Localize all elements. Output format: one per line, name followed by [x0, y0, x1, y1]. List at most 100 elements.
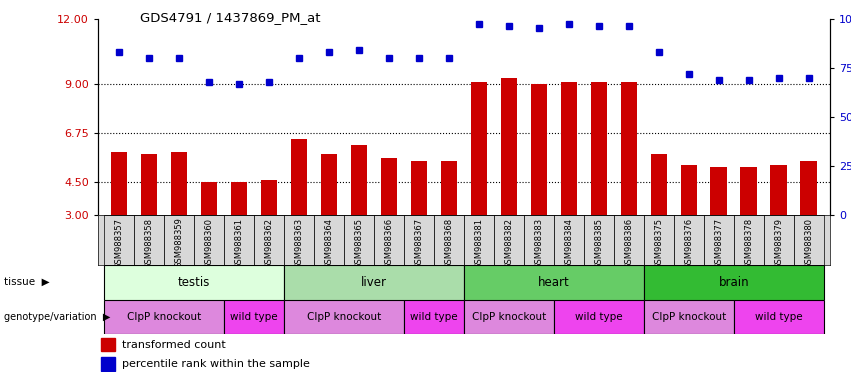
- Bar: [351, 146, 367, 215]
- Text: genotype/variation  ▶: genotype/variation ▶: [4, 312, 111, 322]
- Bar: [523, 215, 554, 265]
- Text: transformed count: transformed count: [122, 340, 226, 350]
- Bar: [530, 84, 547, 215]
- Text: GDS4791 / 1437869_PM_at: GDS4791 / 1437869_PM_at: [140, 12, 321, 25]
- Bar: [164, 215, 194, 265]
- Bar: [681, 165, 697, 215]
- Bar: [494, 215, 523, 265]
- Text: GSM988381: GSM988381: [474, 217, 483, 268]
- Text: testis: testis: [178, 276, 210, 289]
- Bar: [104, 265, 284, 300]
- Bar: [471, 82, 487, 215]
- Bar: [101, 338, 115, 351]
- Bar: [224, 300, 284, 334]
- Bar: [614, 215, 643, 265]
- Bar: [794, 215, 824, 265]
- Bar: [290, 139, 307, 215]
- Bar: [314, 215, 344, 265]
- Bar: [464, 215, 494, 265]
- Bar: [464, 300, 554, 334]
- Text: ClpP knockout: ClpP knockout: [306, 312, 381, 322]
- Bar: [441, 161, 457, 215]
- Bar: [254, 215, 284, 265]
- Text: GSM988363: GSM988363: [294, 217, 303, 269]
- Bar: [643, 265, 824, 300]
- Text: GSM988384: GSM988384: [564, 217, 574, 268]
- Bar: [410, 161, 427, 215]
- Text: GSM988379: GSM988379: [774, 217, 783, 268]
- Bar: [380, 159, 397, 215]
- Bar: [643, 215, 674, 265]
- Bar: [140, 154, 157, 215]
- Text: GSM988368: GSM988368: [444, 217, 454, 269]
- Bar: [101, 357, 115, 371]
- Bar: [434, 215, 464, 265]
- Bar: [500, 78, 517, 215]
- Text: GSM988376: GSM988376: [684, 217, 694, 269]
- Text: wild type: wild type: [230, 312, 277, 322]
- Text: GSM988360: GSM988360: [204, 217, 214, 268]
- Bar: [734, 300, 824, 334]
- Bar: [104, 215, 134, 265]
- Bar: [344, 215, 374, 265]
- Text: GSM988383: GSM988383: [534, 217, 543, 269]
- Bar: [404, 215, 434, 265]
- Bar: [284, 300, 404, 334]
- Bar: [284, 215, 314, 265]
- Text: heart: heart: [538, 276, 569, 289]
- Bar: [711, 167, 727, 215]
- Bar: [643, 300, 734, 334]
- Text: GSM988361: GSM988361: [234, 217, 243, 268]
- Bar: [554, 215, 584, 265]
- Text: GSM988359: GSM988359: [174, 217, 183, 268]
- Bar: [224, 215, 254, 265]
- Bar: [704, 215, 734, 265]
- Text: wild type: wild type: [410, 312, 458, 322]
- Text: ClpP knockout: ClpP knockout: [127, 312, 201, 322]
- Bar: [740, 167, 757, 215]
- Text: GSM988358: GSM988358: [145, 217, 153, 268]
- Text: tissue  ▶: tissue ▶: [4, 277, 50, 287]
- Bar: [321, 154, 337, 215]
- Text: GSM988366: GSM988366: [385, 217, 393, 269]
- Bar: [620, 82, 637, 215]
- Bar: [194, 215, 224, 265]
- Bar: [554, 300, 643, 334]
- Text: liver: liver: [361, 276, 387, 289]
- Text: GSM988380: GSM988380: [804, 217, 814, 268]
- Text: brain: brain: [718, 276, 749, 289]
- Bar: [591, 82, 607, 215]
- Bar: [260, 180, 277, 215]
- Text: GSM988364: GSM988364: [324, 217, 334, 268]
- Text: GSM988375: GSM988375: [654, 217, 663, 268]
- Bar: [770, 165, 787, 215]
- Bar: [561, 82, 577, 215]
- Text: ClpP knockout: ClpP knockout: [471, 312, 545, 322]
- Bar: [650, 154, 667, 215]
- Text: GSM988378: GSM988378: [745, 217, 753, 269]
- Text: GSM988385: GSM988385: [594, 217, 603, 268]
- Text: wild type: wild type: [755, 312, 802, 322]
- Bar: [464, 265, 643, 300]
- Text: GSM988386: GSM988386: [625, 217, 633, 269]
- Bar: [231, 182, 247, 215]
- Bar: [111, 152, 127, 215]
- Bar: [201, 182, 217, 215]
- Text: GSM988367: GSM988367: [414, 217, 423, 269]
- Bar: [674, 215, 704, 265]
- Bar: [284, 265, 464, 300]
- Bar: [170, 152, 187, 215]
- Bar: [104, 300, 224, 334]
- Text: GSM988362: GSM988362: [265, 217, 273, 268]
- Bar: [801, 161, 817, 215]
- Bar: [134, 215, 164, 265]
- Bar: [584, 215, 614, 265]
- Bar: [374, 215, 404, 265]
- Text: ClpP knockout: ClpP knockout: [652, 312, 726, 322]
- Text: GSM988365: GSM988365: [354, 217, 363, 268]
- Text: percentile rank within the sample: percentile rank within the sample: [122, 359, 310, 369]
- Text: GSM988357: GSM988357: [114, 217, 123, 268]
- Text: GSM988377: GSM988377: [714, 217, 723, 269]
- Text: GSM988382: GSM988382: [505, 217, 513, 268]
- Bar: [404, 300, 464, 334]
